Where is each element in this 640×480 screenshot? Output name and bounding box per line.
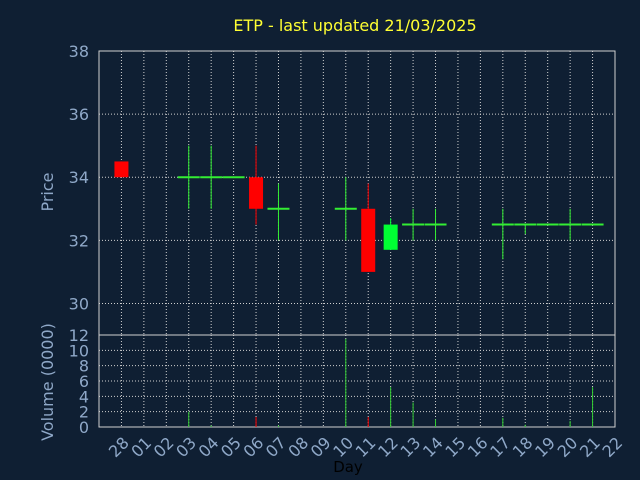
volume-tick-label: 0 bbox=[79, 418, 89, 437]
candle-14 bbox=[424, 208, 447, 241]
candle-18 bbox=[514, 223, 537, 235]
candle-20 bbox=[559, 208, 582, 241]
price-tick-label: 36 bbox=[69, 105, 89, 124]
candle-12 bbox=[383, 218, 398, 250]
x-tick-label: 22 bbox=[598, 433, 626, 461]
price-tick-label: 38 bbox=[69, 42, 89, 61]
candle-body bbox=[249, 177, 264, 209]
x-axis-label: Day bbox=[333, 458, 363, 476]
price-axis-label: Price bbox=[38, 172, 57, 211]
volume-tick-label: 6 bbox=[79, 372, 89, 391]
candle-06 bbox=[249, 145, 264, 225]
candle-17 bbox=[491, 208, 514, 260]
candle-body bbox=[114, 161, 129, 178]
x-axis: 2801020304050607080910111213141516171819… bbox=[105, 433, 626, 461]
price-tick-label: 30 bbox=[69, 294, 89, 313]
price-panel: 30 32 34 36 38 bbox=[69, 42, 616, 336]
volume-tick-label: 8 bbox=[79, 357, 89, 376]
candle-11 bbox=[361, 183, 376, 272]
candle-10 bbox=[334, 177, 357, 241]
candle-13 bbox=[402, 208, 425, 241]
candle-03 bbox=[177, 145, 200, 209]
candle-07 bbox=[267, 183, 290, 241]
price-tick-label: 32 bbox=[69, 231, 89, 250]
candle-28 bbox=[114, 161, 129, 178]
candle-04 bbox=[200, 145, 223, 209]
candle-body bbox=[383, 224, 398, 250]
price-frame bbox=[98, 50, 616, 336]
volume-tick-label: 12 bbox=[69, 326, 89, 345]
volume-tick-label: 10 bbox=[69, 341, 89, 360]
chart-title: ETP - last updated 21/03/2025 bbox=[233, 16, 476, 35]
volume-frame bbox=[98, 334, 616, 428]
price-tick-label: 34 bbox=[69, 168, 89, 187]
candle-body bbox=[361, 208, 376, 272]
volume-tick-label: 4 bbox=[79, 387, 89, 406]
volume-axis-label: Volume (0000) bbox=[38, 323, 57, 441]
volume-tick-label: 2 bbox=[79, 403, 89, 422]
